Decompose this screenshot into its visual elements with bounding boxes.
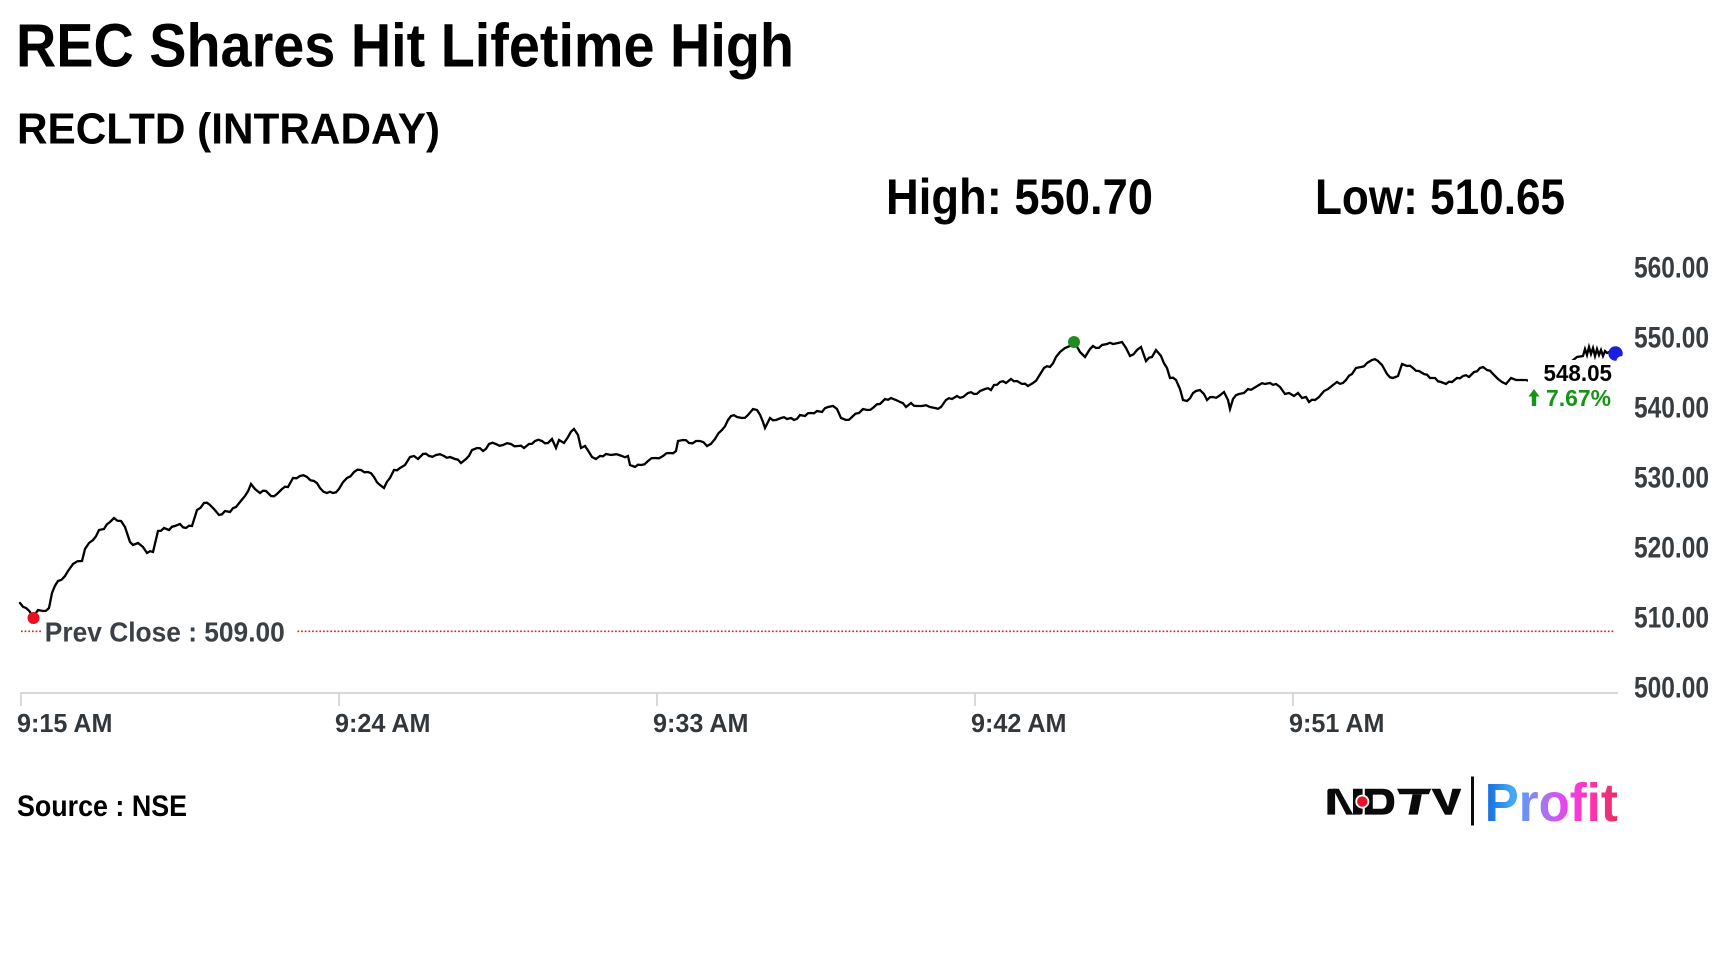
- svg-text:Profit: Profit: [1485, 773, 1618, 833]
- svg-text:High: 550.70: High: 550.70: [886, 169, 1153, 225]
- svg-text:510.00: 510.00: [1634, 602, 1709, 635]
- svg-text:9:33 AM: 9:33 AM: [653, 708, 749, 738]
- svg-text:520.00: 520.00: [1634, 532, 1709, 565]
- svg-text:RECLTD (INTRADAY): RECLTD (INTRADAY): [17, 105, 440, 154]
- svg-text:550.00: 550.00: [1634, 322, 1709, 355]
- svg-text:Prev Close : 509.00: Prev Close : 509.00: [45, 617, 285, 648]
- svg-text:Source : NSE: Source : NSE: [17, 790, 187, 823]
- svg-text:548.05: 548.05: [1544, 360, 1613, 386]
- svg-text:9:42 AM: 9:42 AM: [971, 708, 1067, 738]
- svg-text:7.67%: 7.67%: [1546, 385, 1611, 411]
- svg-text:9:51 AM: 9:51 AM: [1289, 708, 1385, 738]
- svg-text:540.00: 540.00: [1634, 392, 1709, 425]
- svg-text:REC Shares Hit Lifetime High: REC Shares Hit Lifetime High: [16, 12, 794, 80]
- svg-text:9:15 AM: 9:15 AM: [17, 708, 113, 738]
- svg-text:500.00: 500.00: [1634, 672, 1709, 705]
- svg-text:9:24 AM: 9:24 AM: [335, 708, 431, 738]
- svg-text:530.00: 530.00: [1634, 462, 1709, 495]
- svg-text:560.00: 560.00: [1634, 252, 1709, 285]
- svg-text:Low: 510.65: Low: 510.65: [1315, 169, 1565, 225]
